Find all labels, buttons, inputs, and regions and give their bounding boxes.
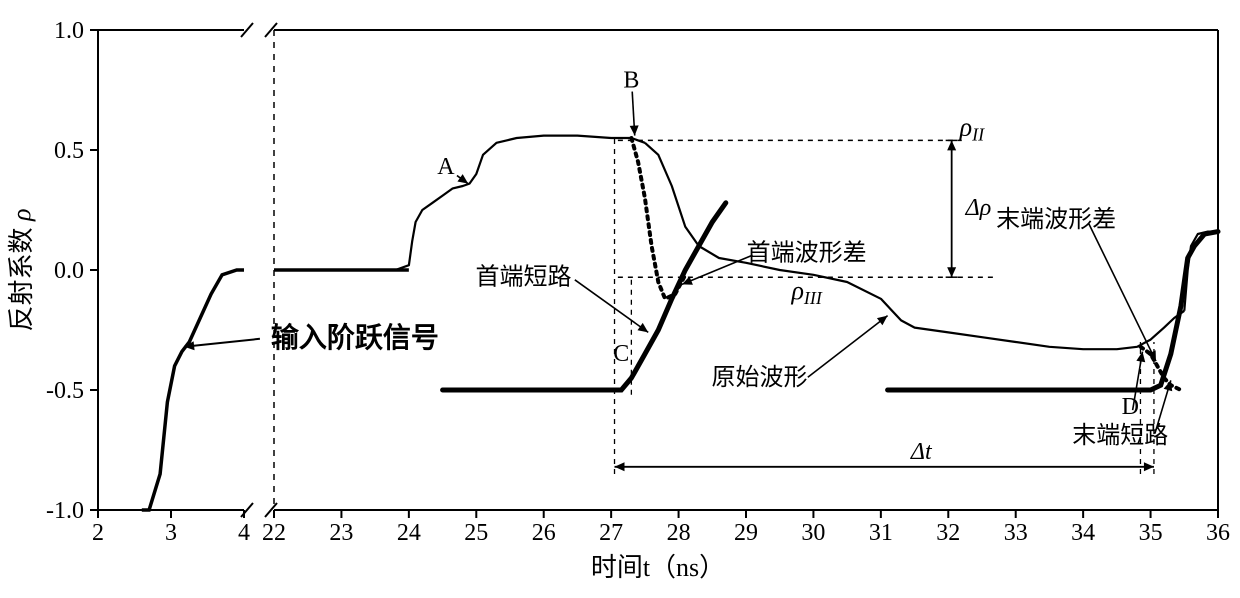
ytick-label: -1.0 <box>46 498 84 524</box>
annot-head_wavediff: 首端波形差 <box>747 239 867 266</box>
xtick-label: 25 <box>464 520 488 546</box>
xtick-label: 4 <box>238 520 250 546</box>
annot-rho_III: ρIII <box>790 276 822 308</box>
delta-t-label: Δt <box>910 439 933 465</box>
annot-original: 原始波形 <box>711 364 807 391</box>
xtick-label: 35 <box>1139 520 1163 546</box>
x-axis-label: 时间t（ns） <box>591 553 725 582</box>
curve_A <box>395 136 645 270</box>
curve_after_B <box>645 143 1184 349</box>
ytick-label: 0.0 <box>54 258 84 284</box>
y-axis-label: 反射系数 ρ <box>7 209 36 332</box>
b_dotted_drop <box>631 138 685 299</box>
xtick-label: 34 <box>1071 520 1095 546</box>
step-input-rise <box>142 270 244 510</box>
point-C: C <box>613 341 629 367</box>
xtick-label: 2 <box>92 520 104 546</box>
xtick-label: 36 <box>1206 520 1230 546</box>
annot-rho_II: ρII <box>959 113 985 145</box>
xtick-label: 29 <box>734 520 758 546</box>
xtick-label: 3 <box>165 520 177 546</box>
annot-end_wavediff: 末端波形差 <box>996 206 1116 233</box>
xtick-label: 23 <box>329 520 353 546</box>
annot-end_short: 末端短路 <box>1072 422 1168 449</box>
head_short <box>443 203 726 390</box>
chart-svg: -1.0-0.50.00.51.0反射系数 ρ23422232425262728… <box>0 0 1240 598</box>
xtick-label: 28 <box>667 520 691 546</box>
end_short <box>888 232 1218 390</box>
ytick-label: 1.0 <box>54 18 84 44</box>
delta-rho-label: Δρ <box>965 195 992 221</box>
annot-input_step: 输入阶跃信号 <box>271 321 439 354</box>
ytick-label: -0.5 <box>46 378 84 404</box>
xtick-label: 33 <box>1004 520 1028 546</box>
point-A: A <box>437 154 455 180</box>
chart-container: -1.0-0.50.00.51.0反射系数 ρ23422232425262728… <box>0 0 1240 598</box>
xtick-label: 32 <box>936 520 960 546</box>
point-D: D <box>1122 394 1139 420</box>
point-B: B <box>623 68 639 94</box>
xtick-label: 31 <box>869 520 893 546</box>
annot-head_short: 首端短路 <box>475 263 571 290</box>
curve_tail_up <box>1184 232 1218 311</box>
xtick-label: 30 <box>801 520 825 546</box>
xtick-label: 27 <box>599 520 623 546</box>
xtick-label: 24 <box>397 520 421 546</box>
xtick-label: 26 <box>532 520 556 546</box>
xtick-label: 22 <box>262 520 286 546</box>
ytick-label: 0.5 <box>54 138 84 164</box>
